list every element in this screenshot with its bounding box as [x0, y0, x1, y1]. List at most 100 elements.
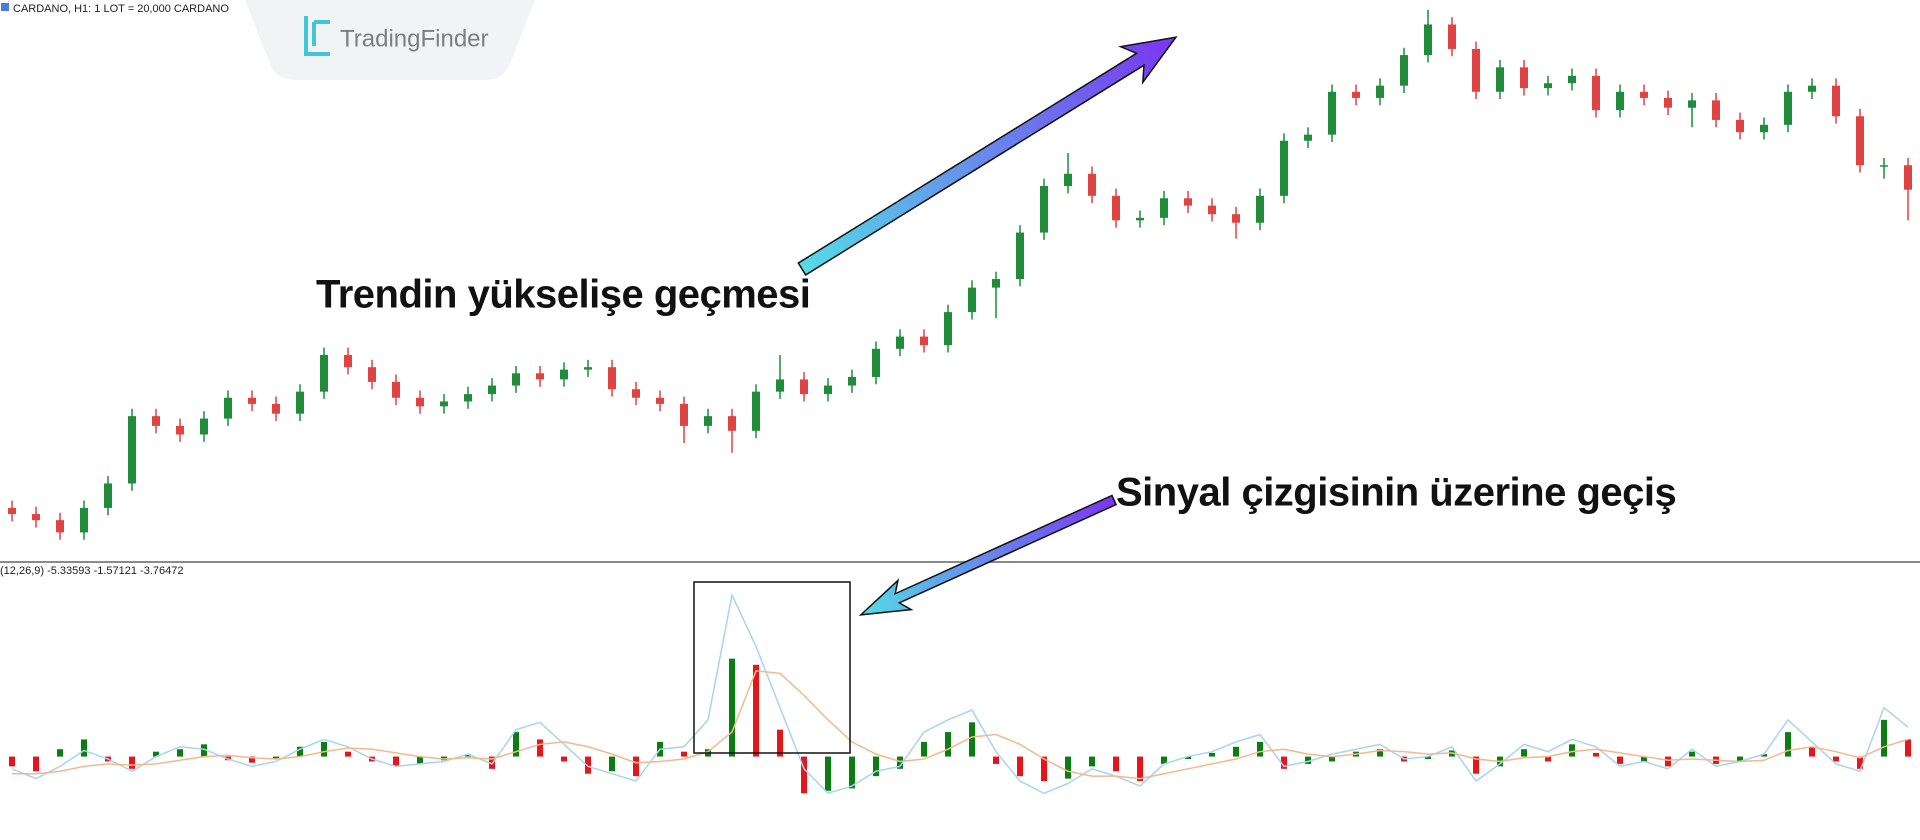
histogram-bar [513, 732, 519, 757]
price-panel [8, 9, 1912, 540]
histogram-bar [1257, 741, 1263, 757]
candle-body [1472, 48, 1480, 92]
candle-body [1568, 75, 1576, 84]
candle-body [296, 391, 304, 414]
indicator-line [11, 592, 1909, 795]
histogram-bar [465, 754, 471, 757]
histogram-bar [1641, 756, 1647, 762]
histogram-bar [1113, 756, 1119, 772]
candle-body [632, 389, 640, 398]
candle-body [464, 394, 472, 402]
histogram-bar [1089, 756, 1095, 767]
candle-body [80, 507, 88, 533]
histogram-bar [1329, 756, 1335, 762]
candle-body [200, 418, 208, 435]
candle-body [872, 348, 880, 377]
histogram-bar [729, 658, 735, 757]
histogram-bar [1305, 756, 1311, 764]
logo-icon [304, 16, 330, 56]
candle-body [1592, 75, 1600, 111]
candle-body [1784, 91, 1792, 125]
histogram-bar [801, 756, 807, 794]
symbol-icon [1, 3, 9, 11]
candle-body [1136, 217, 1144, 221]
candle-body [1280, 140, 1288, 196]
histogram-bar [849, 756, 855, 789]
candle-body [176, 425, 184, 435]
histogram-bar [1185, 756, 1191, 760]
candle-body [848, 376, 856, 386]
candle-body [1712, 100, 1720, 120]
histogram-bar [345, 751, 351, 757]
candle-body [1832, 85, 1840, 117]
candle-body [1904, 165, 1912, 190]
candle-body [824, 385, 832, 395]
candle-body [584, 367, 592, 370]
candle-body [1736, 119, 1744, 133]
histogram-bar [57, 749, 63, 757]
histogram-bar [129, 756, 135, 769]
candle-body [1688, 100, 1696, 108]
candle-body [1160, 198, 1168, 218]
candle-body [368, 367, 376, 382]
histogram-bar [297, 746, 303, 757]
histogram-bar [1569, 744, 1575, 757]
histogram-bar [393, 756, 399, 767]
candle-body [1184, 198, 1192, 206]
macd-panel [9, 592, 1911, 795]
candle-body [560, 369, 568, 380]
candle-body [1808, 85, 1816, 92]
candle-body [248, 397, 256, 404]
histogram-bar [153, 751, 159, 757]
histogram-bar [1137, 756, 1143, 782]
histogram-bar [1689, 751, 1695, 757]
histogram-bar [9, 756, 15, 767]
histogram-bar [633, 756, 639, 777]
candle-body [56, 520, 64, 533]
candle-body [1352, 91, 1360, 98]
annotation-signal: Sinyal çizgisinin üzerine geçiş [1116, 471, 1676, 515]
candle-body [152, 416, 160, 426]
histogram-bar [945, 732, 951, 757]
candle-body [1400, 55, 1408, 86]
candle-body [1112, 195, 1120, 221]
candle-body [1208, 205, 1216, 215]
candle-body [1640, 91, 1648, 98]
candle-body [1088, 173, 1096, 196]
signal-arrow [858, 494, 1118, 616]
histogram-bar [1809, 746, 1815, 757]
histogram-bar [681, 751, 687, 757]
candle-body [1760, 124, 1768, 133]
histogram-bar [993, 756, 999, 764]
histogram-bar [273, 756, 279, 760]
candle-body [1328, 91, 1336, 135]
candle-body [1616, 91, 1624, 111]
candle-body [8, 507, 16, 515]
logo-text: TradingFinder [340, 25, 489, 52]
histogram-bar [321, 741, 327, 757]
indicator-line [12, 670, 1909, 780]
candle-body [488, 385, 496, 395]
candle-body [680, 403, 688, 426]
histogram-bar [1857, 756, 1863, 769]
histogram-bar [1785, 732, 1791, 757]
histogram-bar [249, 756, 255, 763]
histogram-bar [1545, 756, 1551, 762]
histogram-bar [417, 756, 423, 764]
candle-body [656, 397, 664, 404]
candle-body [320, 354, 328, 392]
histogram-bar [609, 756, 615, 772]
candle-body [32, 514, 40, 521]
histogram-bar [1281, 756, 1287, 769]
histogram-bar [81, 739, 87, 757]
candle-body [344, 354, 352, 368]
histogram-bar [1521, 749, 1527, 757]
candle-body [272, 403, 280, 414]
candle-body [896, 336, 904, 349]
candle-body [1040, 186, 1048, 233]
histogram-bar [1473, 756, 1479, 774]
symbol-info: CARDANO, H1: 1 LOT = 20,000 CARDANO [13, 3, 229, 15]
histogram-bar [753, 664, 759, 757]
trend-arrow [797, 36, 1178, 276]
